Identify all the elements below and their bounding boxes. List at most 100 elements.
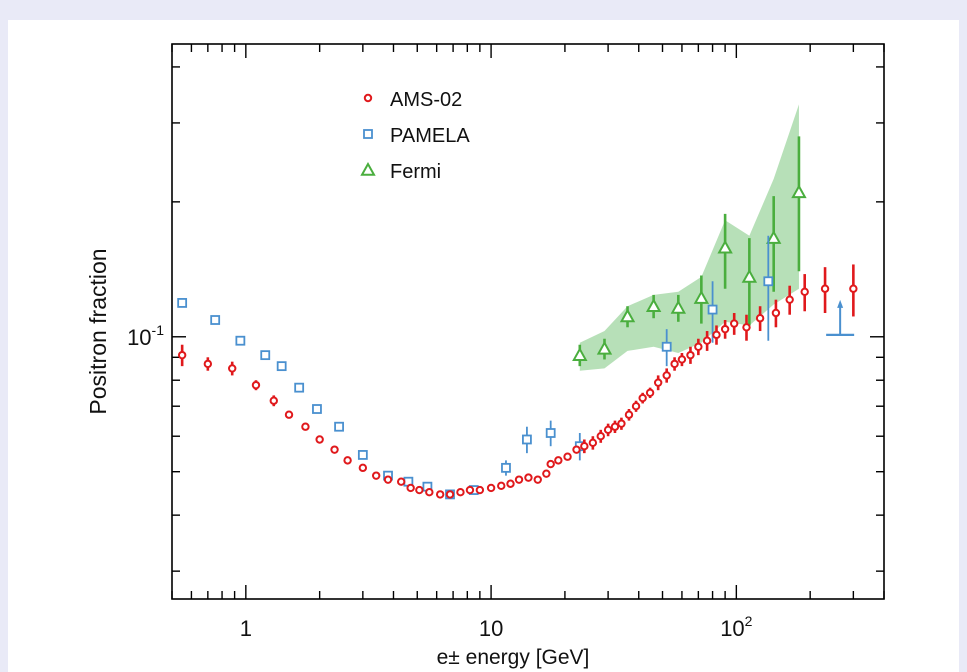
data-point: [742, 323, 751, 332]
data-point: [445, 490, 455, 499]
data-point: [294, 382, 305, 393]
series-ams-02: [177, 264, 858, 499]
data-point: [677, 355, 687, 364]
data-point: [235, 335, 246, 346]
data-point: [497, 481, 506, 491]
data-point: [791, 184, 807, 199]
data-point: [617, 419, 626, 428]
series-pamela: [177, 235, 774, 500]
data-point: [670, 299, 687, 314]
fermi-band-area: [579, 104, 799, 371]
circle-marker-icon: [363, 93, 373, 103]
data-point: [415, 485, 424, 495]
data-point: [849, 284, 858, 293]
x-tick-label: 1: [240, 616, 252, 641]
positron-fraction-chart: AMS-02 PAMELA Fermi 1 10 102 10-1 e± energy [G…: [85, 43, 885, 669]
upper-limit-arrowhead: [837, 299, 844, 308]
data-point: [501, 462, 511, 473]
data-point: [260, 350, 271, 361]
data-point: [572, 347, 588, 361]
data-point: [645, 298, 662, 313]
data-point: [653, 378, 663, 387]
pamela-upper-limit-arrow: [826, 299, 855, 336]
data-point: [624, 410, 634, 419]
data-point: [406, 483, 415, 493]
data-point: [465, 485, 475, 495]
data-point: [662, 371, 671, 380]
data-point: [475, 485, 485, 495]
data-point: [588, 438, 598, 448]
data-point: [269, 396, 278, 405]
square-marker-icon: [363, 129, 373, 139]
data-point: [800, 287, 809, 296]
y-axis-title: Positron fraction: [85, 248, 111, 414]
data-point: [251, 380, 261, 390]
data-point: [712, 330, 721, 340]
data-point: [203, 359, 213, 369]
triangle-marker-icon: [360, 161, 376, 176]
legend-label: Fermi: [390, 161, 441, 183]
data-point: [312, 404, 322, 414]
axis-labels: 1 10 102 10-1 e± energy [GeV] Positron fracti…: [85, 248, 753, 669]
x-tick-label: 102: [720, 613, 752, 641]
data-point: [542, 469, 551, 478]
data-point: [631, 402, 641, 411]
data-point: [820, 284, 830, 293]
data-point: [580, 442, 589, 451]
data-point: [702, 336, 712, 345]
data-point: [545, 428, 556, 438]
data-point: [619, 308, 636, 323]
y-tick-label: 10-1: [127, 322, 164, 350]
data-point: [177, 298, 188, 308]
data-point: [210, 315, 221, 325]
data-point: [729, 319, 739, 328]
data-point: [563, 452, 572, 461]
data-point: [334, 421, 344, 432]
data-point: [720, 324, 730, 334]
data-point: [694, 342, 703, 351]
data-point: [522, 434, 532, 445]
data-point: [785, 295, 794, 304]
legend: AMS-02 PAMELA Fermi: [360, 89, 470, 183]
data-point: [284, 410, 294, 419]
x-tick-label: 10: [479, 616, 503, 641]
legend-label: AMS-02: [390, 89, 462, 111]
data-point: [707, 304, 718, 315]
x-axis-title: e± energy [GeV]: [437, 646, 590, 669]
data-point: [610, 422, 620, 431]
data-point: [638, 393, 647, 403]
data-point: [765, 230, 782, 244]
data-point: [693, 290, 710, 304]
data-point: [524, 473, 533, 482]
data-point: [228, 364, 237, 373]
data-point: [603, 425, 613, 435]
plot-axes: [171, 43, 885, 600]
data-point: [425, 488, 434, 497]
data-point: [572, 445, 581, 454]
data-point: [755, 314, 765, 323]
data-point: [717, 239, 733, 254]
data-point: [741, 268, 758, 283]
series-fermi: [572, 136, 807, 367]
fermi-uncertainty-band: [579, 104, 799, 371]
data-point: [330, 445, 339, 454]
data-point: [533, 475, 542, 484]
data-point: [315, 435, 324, 444]
data-point: [357, 450, 368, 460]
data-point: [514, 475, 524, 484]
data-point: [771, 308, 781, 318]
data-point: [456, 488, 465, 497]
data-point: [686, 350, 695, 360]
data-points: [177, 136, 858, 500]
data-point: [486, 483, 496, 493]
data-point: [358, 463, 368, 473]
data-point: [506, 479, 515, 488]
data-point: [396, 477, 406, 486]
legend-item-ams-02: AMS-02: [363, 89, 462, 111]
legend-label: PAMELA: [390, 125, 470, 147]
data-point: [177, 350, 187, 360]
data-point: [596, 340, 613, 355]
data-point: [276, 361, 287, 372]
data-point: [343, 456, 352, 465]
data-point: [670, 359, 679, 369]
